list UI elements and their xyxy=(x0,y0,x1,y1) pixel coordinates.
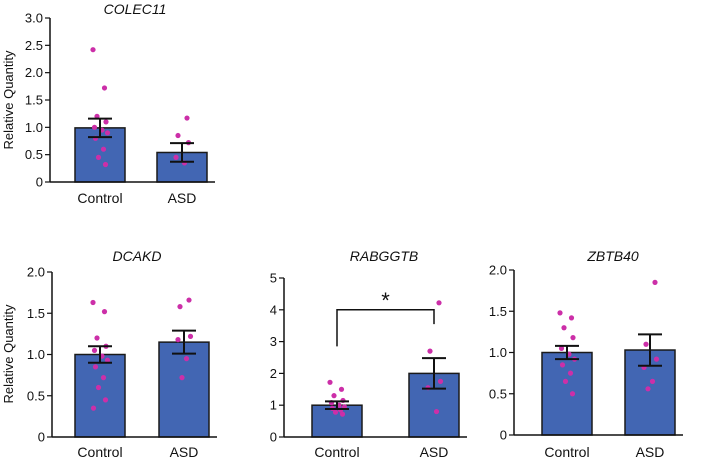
data-point xyxy=(183,356,190,362)
y-tick-label: 1.5 xyxy=(25,93,43,108)
y-tick-label: 0.5 xyxy=(27,388,45,403)
data-point xyxy=(90,299,96,306)
data-point xyxy=(558,345,565,351)
y-tick-label: 0.5 xyxy=(489,386,507,401)
panel-dcakd: DCAKD Relative Quantity Control ASD 0 0.5… xyxy=(1,248,217,460)
data-point xyxy=(104,130,111,136)
x-tick-label-control: Control xyxy=(544,444,589,460)
y-tick-label: 5 xyxy=(270,271,277,286)
data-point xyxy=(90,405,97,411)
chart-title: ZBTB40 xyxy=(586,248,639,264)
data-point xyxy=(103,119,109,125)
y-tick-label: 1.0 xyxy=(27,347,45,362)
data-point xyxy=(100,146,107,152)
data-point xyxy=(645,386,651,392)
data-point xyxy=(557,310,563,316)
data-point xyxy=(92,364,99,370)
data-point xyxy=(175,337,181,343)
x-tick-label-asd: ASD xyxy=(636,444,665,460)
data-point xyxy=(95,154,102,160)
data-point xyxy=(179,375,185,381)
y-tick-label: 1.5 xyxy=(489,304,507,319)
data-point xyxy=(338,386,345,392)
y-tick-label: 2.0 xyxy=(27,265,45,280)
y-tick-label: 1.0 xyxy=(489,345,507,360)
data-point xyxy=(427,348,433,354)
data-point xyxy=(173,154,179,160)
chart-title: RABGGTB xyxy=(350,248,418,264)
significance-bracket xyxy=(336,309,435,347)
x-tick-label-control: Control xyxy=(77,444,122,460)
data-point xyxy=(184,115,190,121)
panel-zbtb40: ZBTB40 Control ASD 0 0.5 1.0 1.5 2.0 xyxy=(489,248,683,460)
panel-colec11: COLEC11 Relative Quantity Control ASD 0 0… xyxy=(1,1,215,206)
data-point xyxy=(568,315,575,321)
y-axis-label: Relative Quantity xyxy=(1,304,16,403)
data-point xyxy=(643,341,649,347)
y-axis-label: Relative Quantity xyxy=(1,50,16,149)
data-point xyxy=(567,370,574,376)
chart-title: COLEC11 xyxy=(104,1,167,17)
data-point xyxy=(652,279,658,285)
data-point xyxy=(101,309,108,315)
significance-marker: * xyxy=(381,288,390,313)
data-point xyxy=(90,47,96,53)
data-point xyxy=(327,379,333,385)
y-tick-label: 3 xyxy=(270,334,277,349)
chart-title: DCAKD xyxy=(112,248,161,264)
bar-control xyxy=(74,353,126,438)
data-point xyxy=(186,297,192,303)
data-point xyxy=(562,378,569,384)
y-tick-label: 2.5 xyxy=(25,38,43,53)
data-point xyxy=(649,378,656,384)
y-tick-label: 4 xyxy=(270,302,277,317)
x-tick-label-control: Control xyxy=(314,444,359,460)
data-point xyxy=(570,335,576,341)
data-point xyxy=(187,333,194,339)
y-tick-label: 0.5 xyxy=(25,147,43,162)
data-point xyxy=(101,85,108,91)
data-point xyxy=(95,384,102,391)
panel-rabggtb: RABGGTB Control ASD 0 1 2 3 4 5 * xyxy=(270,248,467,460)
x-tick-label-asd: ASD xyxy=(420,444,449,460)
data-point xyxy=(561,325,567,331)
data-point xyxy=(331,393,337,399)
x-tick-label-asd: ASD xyxy=(170,444,199,460)
data-point xyxy=(104,357,111,363)
data-point xyxy=(94,335,100,341)
y-tick-label: 3.0 xyxy=(25,11,43,26)
y-tick-label: 0 xyxy=(38,430,45,445)
data-point xyxy=(433,408,440,415)
x-tick-label-asd: ASD xyxy=(168,190,197,206)
y-tick-label: 1.0 xyxy=(25,120,43,135)
data-point xyxy=(339,411,346,417)
data-point xyxy=(437,378,444,384)
y-tick-label: 1 xyxy=(270,398,277,413)
y-tick-label: 0 xyxy=(36,175,43,190)
data-point xyxy=(653,356,660,362)
data-point xyxy=(102,397,109,403)
data-point xyxy=(559,362,566,368)
data-point xyxy=(91,347,98,353)
x-tick-label-control: Control xyxy=(77,190,122,206)
data-point xyxy=(91,124,98,130)
data-point xyxy=(436,300,442,306)
bar-asd xyxy=(624,349,676,436)
bar-asd xyxy=(158,341,210,438)
y-tick-label: 0 xyxy=(500,428,507,443)
data-point xyxy=(102,161,109,168)
data-point xyxy=(175,132,181,139)
y-tick-label: 0 xyxy=(270,430,277,445)
y-tick-label: 2.0 xyxy=(489,263,507,278)
bar-control xyxy=(541,351,593,436)
data-point xyxy=(332,409,339,415)
data-point xyxy=(569,391,576,397)
y-tick-label: 2.0 xyxy=(25,65,43,80)
y-tick-label: 1.5 xyxy=(27,306,45,321)
y-tick-label: 2 xyxy=(270,366,277,381)
data-point xyxy=(100,375,107,381)
data-point xyxy=(177,304,183,310)
